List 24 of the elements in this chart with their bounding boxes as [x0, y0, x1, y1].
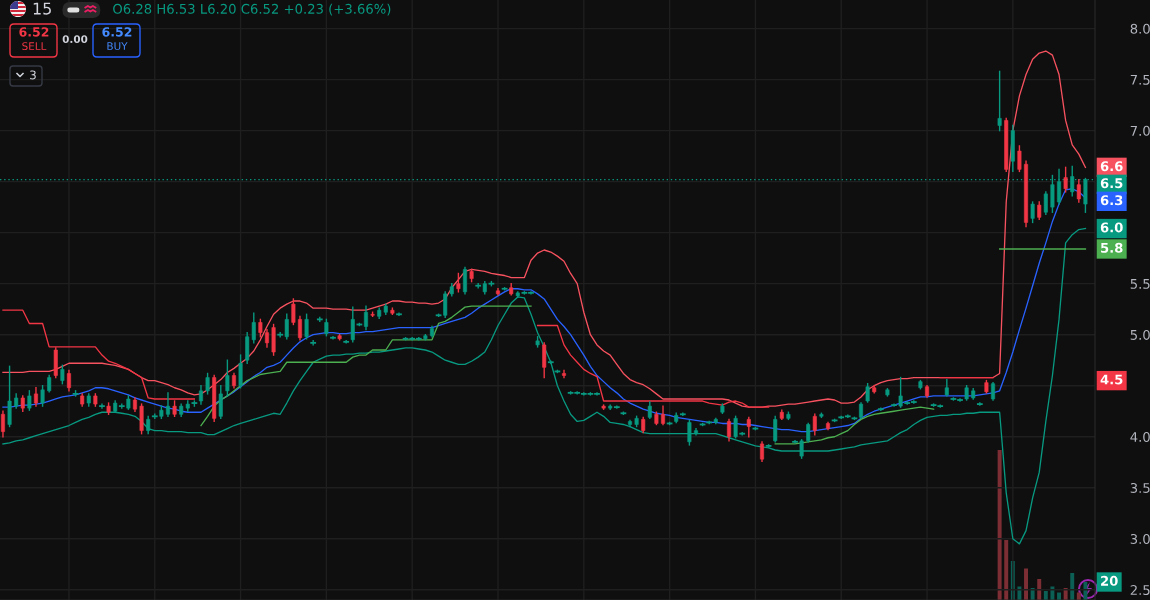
chart-title: 15 — [33, 2, 51, 15]
y-tick-label: 3.0 — [1130, 534, 1150, 544]
y-tick-label: 3.5 — [1130, 482, 1150, 493]
data-label: 6.3 — [1100, 195, 1123, 206]
y-tick-label: 7.5 — [1130, 74, 1150, 85]
y-tick-label: 5.0 — [1130, 329, 1150, 340]
data-label: 6.6 — [1100, 161, 1123, 172]
annotation: 6.52 — [102, 27, 132, 37]
annotation: 6.52 — [19, 27, 49, 37]
annotation: 20 — [1101, 575, 1118, 586]
annotation: BUY — [107, 42, 128, 51]
y-tick-label: 2.5 — [1130, 585, 1150, 595]
y-tick-label: 8.0 — [1130, 23, 1150, 34]
y-tick-label: 7.0 — [1130, 125, 1150, 136]
data-label: 5.8 — [1101, 242, 1123, 253]
annotation: 4.5 — [1100, 374, 1123, 385]
annotation: SELL — [22, 42, 47, 51]
data-label: 6.0 — [1100, 222, 1123, 233]
y-tick-label: 5.5 — [1130, 279, 1150, 289]
chart-subtitle: O6.28 H6.53 L6.20 C6.52 +0.23 (+3.66%) — [113, 3, 391, 16]
y-tick-label: 4.0 — [1130, 431, 1150, 442]
annotation: 0.00 — [62, 35, 88, 44]
ref-line-label: 6.5 — [1100, 178, 1123, 189]
annotation: 3 — [30, 70, 36, 80]
